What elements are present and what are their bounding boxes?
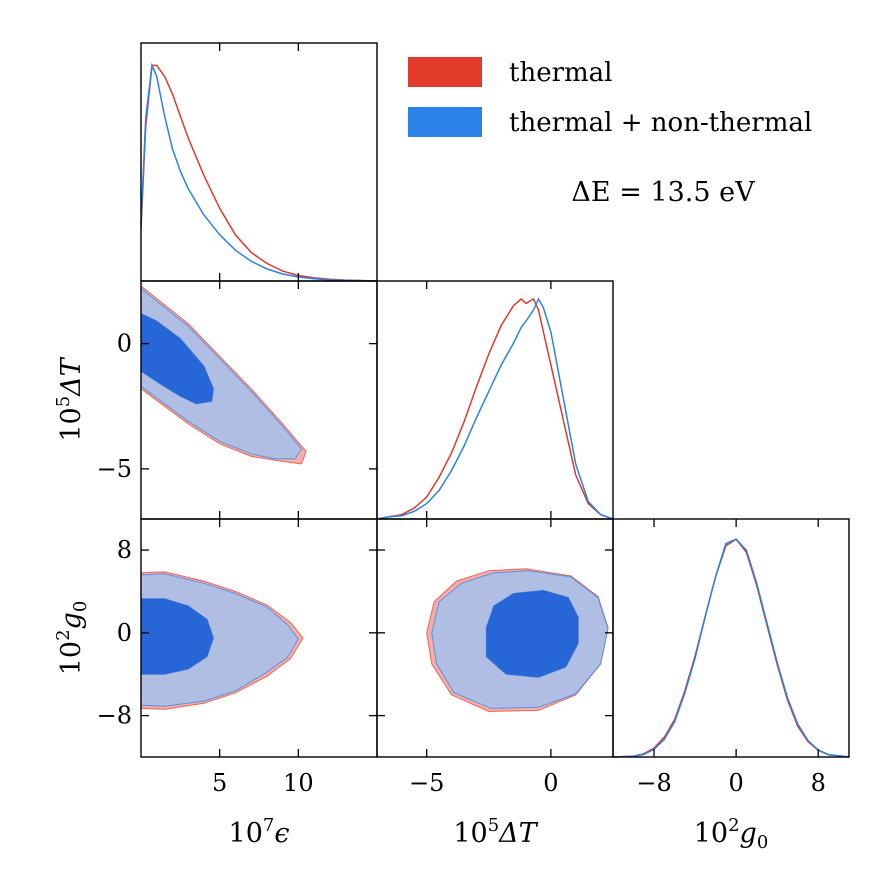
- y-tick-label: 0: [117, 619, 132, 647]
- x-tick-label: 0: [543, 769, 558, 797]
- panel-frame: [612, 518, 850, 758]
- y-axis-label-g0: 102g0: [53, 601, 91, 676]
- x-tick-label: 10: [283, 769, 314, 797]
- marginal-line-nonthermal: [140, 62, 378, 282]
- marginal-line-thermal: [140, 64, 378, 282]
- legend-label-thermal: thermal: [509, 58, 612, 88]
- y-tick-label: −8: [97, 702, 132, 730]
- marginal-line-thermal: [612, 538, 850, 758]
- contour-nonthermal-68: [141, 598, 214, 675]
- legend-label-nonthermal: thermal + non-thermal: [509, 108, 812, 138]
- y-tick-label: −5: [97, 455, 132, 483]
- y-tick-label: 0: [117, 330, 132, 358]
- y-axis-label-deltaT: 105ΔT: [53, 356, 87, 441]
- x-axis-label-epsilon: 107ϵ: [229, 815, 290, 849]
- marginal-line-nonthermal: [376, 297, 614, 520]
- contour-nonthermal-68: [485, 589, 579, 678]
- contour-group: [141, 571, 304, 710]
- x-axis-label-deltaT: 105ΔT: [453, 815, 538, 849]
- x-tick-label: 8: [811, 769, 826, 797]
- panel-frame: [376, 280, 614, 520]
- panel-epsilon-marginal: [140, 42, 378, 282]
- y-tick-label: 8: [117, 536, 132, 564]
- contour-nonthermal-95: [141, 287, 303, 460]
- x-axis-label-g0: 102g0: [694, 815, 769, 853]
- contour-nonthermal-68: [141, 313, 214, 405]
- legend-swatch-thermal: [408, 57, 482, 87]
- x-tick-label: 5: [212, 769, 227, 797]
- panel-g0-marginal: −8 0 8: [612, 518, 850, 797]
- x-tick-label: 0: [728, 769, 743, 797]
- energy-annotation: ΔE = 13.5 eV: [571, 177, 755, 208]
- panel-deltaT-marginal: [376, 280, 614, 520]
- marginal-line-nonthermal: [612, 538, 850, 758]
- contour-group: [426, 568, 609, 713]
- legend-swatch-nonthermal: [408, 107, 482, 137]
- panel-g0-vs-epsilon: 5 10 −8 0 8: [97, 518, 378, 797]
- legend: thermal thermal + non-thermal: [408, 57, 812, 138]
- x-tick-label: −8: [636, 769, 671, 797]
- marginal-line-thermal: [376, 297, 614, 520]
- x-tick-label: −5: [409, 769, 444, 797]
- panel-g0-vs-deltaT: −5 0: [376, 518, 614, 797]
- panel-deltaT-vs-epsilon: −5 0: [97, 280, 378, 520]
- contour-group: [141, 285, 307, 465]
